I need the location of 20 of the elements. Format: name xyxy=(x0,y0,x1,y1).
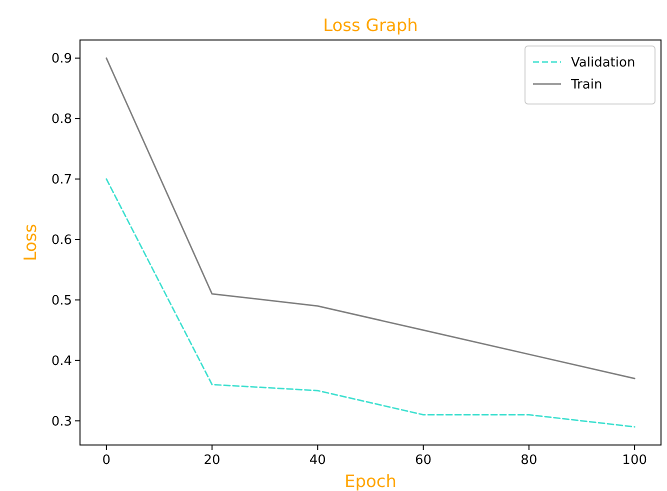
y-tick-label: 0.9 xyxy=(51,52,72,67)
legend-label: Validation xyxy=(571,56,636,71)
y-tick-label: 0.6 xyxy=(51,233,72,248)
line-series xyxy=(106,178,636,428)
chart-title: Loss Graph xyxy=(323,16,418,36)
y-tick-label: 0.4 xyxy=(51,354,72,369)
legend-label: Train xyxy=(570,78,602,93)
y-axis-title: Loss xyxy=(21,224,41,262)
x-tick-label: 80 xyxy=(520,453,538,468)
x-tick-label: 20 xyxy=(204,453,220,468)
x-tick-label: 40 xyxy=(309,453,326,468)
x-tick-label: 100 xyxy=(622,453,648,468)
line-series xyxy=(106,57,636,380)
x-tick-label: 60 xyxy=(415,453,432,468)
x-tick-label: 0 xyxy=(102,453,111,468)
y-tick-label: 0.7 xyxy=(51,172,72,188)
x-axis-title: Epoch xyxy=(344,472,397,491)
y-tick-label: 0.8 xyxy=(51,112,72,128)
y-tick-label: 0.3 xyxy=(51,414,72,430)
y-tick-label: 0.5 xyxy=(51,293,72,308)
